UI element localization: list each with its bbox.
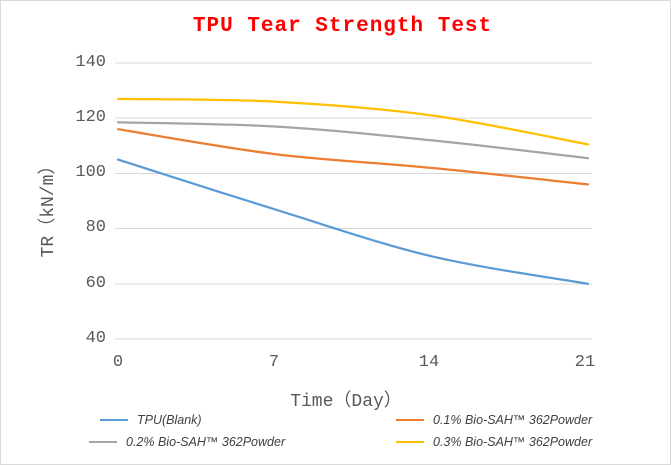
chart-title: TPU Tear Strength Test [192, 15, 493, 38]
legend-item-0.2-percent: 0.2% Bio-SAH™ 362Powder [89, 434, 285, 450]
y-tick-140: 140 [75, 53, 106, 72]
y-tick-80: 80 [85, 218, 106, 237]
series-line-0 [116, 158, 590, 285]
series-line-1 [116, 128, 590, 186]
legend-item-0.1-percent: 0.1% Bio-SAH™ 362Powder [396, 412, 592, 428]
series-line-2 [116, 121, 590, 160]
x-axis-title: Time（Day） [290, 392, 402, 412]
y-tick-120: 120 [75, 108, 106, 127]
y-tick-100: 100 [75, 163, 106, 182]
legend-label: 0.3% Bio-SAH™ 362Powder [433, 435, 593, 449]
legend-item-0.3-percent: 0.3% Bio-SAH™ 362Powder [396, 434, 592, 450]
legend-marker-orange-line [396, 418, 424, 422]
x-tick-0: 0 [112, 353, 124, 372]
legend-marker-yellow-line [396, 440, 424, 444]
series-line-3 [116, 97, 590, 146]
legend-marker-gray-line [89, 440, 117, 444]
x-tick-14: 14 [418, 353, 440, 372]
legend-marker-blue-line [100, 418, 128, 422]
legend-label: 0.1% Bio-SAH™ 362Powder [433, 413, 593, 427]
plot-area [115, 62, 592, 340]
x-tick-7: 7 [268, 353, 280, 372]
y-tick-60: 60 [85, 274, 106, 293]
legend-item-tpu-blank: TPU(Blank) [100, 412, 202, 428]
legend-label: TPU(Blank) [137, 413, 202, 427]
legend-label: 0.2% Bio-SAH™ 362Powder [126, 435, 286, 449]
y-tick-40: 40 [85, 329, 106, 348]
x-tick-21: 21 [574, 353, 596, 372]
